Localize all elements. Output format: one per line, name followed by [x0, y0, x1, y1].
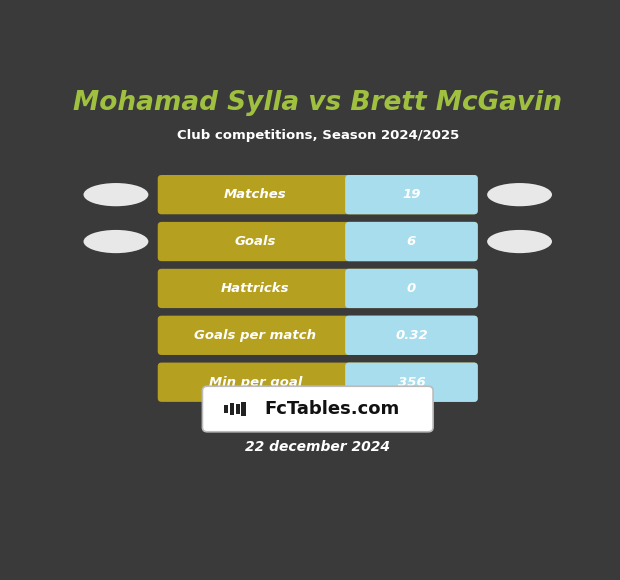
Text: Goals per match: Goals per match [194, 329, 316, 342]
FancyBboxPatch shape [230, 403, 234, 415]
Ellipse shape [487, 183, 552, 206]
FancyBboxPatch shape [345, 222, 478, 261]
FancyBboxPatch shape [157, 362, 478, 402]
Ellipse shape [84, 230, 148, 253]
FancyBboxPatch shape [345, 269, 478, 308]
FancyBboxPatch shape [345, 362, 478, 402]
Text: 0.32: 0.32 [395, 329, 428, 342]
Ellipse shape [487, 230, 552, 253]
FancyBboxPatch shape [345, 316, 478, 355]
Text: Mohamad Sylla vs Brett McGavin: Mohamad Sylla vs Brett McGavin [73, 90, 562, 116]
Text: Club competitions, Season 2024/2025: Club competitions, Season 2024/2025 [177, 129, 459, 142]
Text: FcTables.com: FcTables.com [265, 400, 400, 418]
FancyBboxPatch shape [202, 386, 433, 432]
Text: 6: 6 [407, 235, 416, 248]
Text: 356: 356 [397, 376, 425, 389]
FancyBboxPatch shape [236, 404, 240, 414]
Text: 22 december 2024: 22 december 2024 [246, 440, 390, 454]
Text: 19: 19 [402, 188, 421, 201]
Ellipse shape [84, 183, 148, 206]
FancyBboxPatch shape [157, 316, 478, 355]
FancyBboxPatch shape [157, 175, 478, 214]
Text: Matches: Matches [224, 188, 286, 201]
FancyBboxPatch shape [157, 269, 478, 308]
FancyBboxPatch shape [345, 175, 478, 214]
FancyBboxPatch shape [157, 222, 478, 261]
Text: Min per goal: Min per goal [208, 376, 302, 389]
FancyBboxPatch shape [224, 405, 228, 413]
Text: Goals: Goals [234, 235, 276, 248]
Text: 0: 0 [407, 282, 416, 295]
FancyBboxPatch shape [241, 403, 246, 416]
Text: Hattricks: Hattricks [221, 282, 290, 295]
